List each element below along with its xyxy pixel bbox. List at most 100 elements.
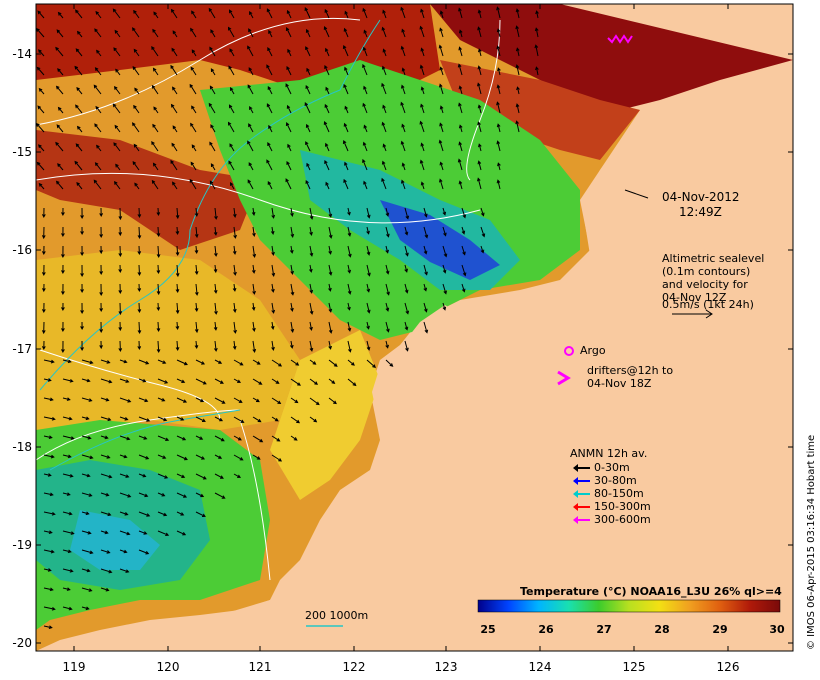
velocity-arrow: [114, 29, 121, 38]
velocity-arrow: [305, 141, 311, 152]
velocity-arrow: [157, 492, 166, 497]
velocity-arrow: [232, 207, 237, 218]
date-pointer-line: [624, 189, 649, 199]
velocity-arrow: [95, 105, 102, 114]
velocity-arrow: [347, 321, 352, 332]
velocity-arrow: [344, 161, 349, 171]
velocity-arrow: [362, 46, 368, 57]
velocity-arrow: [80, 283, 84, 294]
velocity-arrow: [228, 9, 235, 19]
velocity-arrow: [347, 340, 352, 353]
velocity-arrow: [43, 454, 55, 459]
velocity-arrow: [232, 340, 237, 350]
velocity-arrow: [342, 44, 349, 57]
velocity-arrow: [248, 67, 254, 76]
velocity-arrow: [195, 454, 206, 460]
velocity-arrow: [439, 83, 444, 95]
velocity-arrow: [423, 245, 428, 255]
velocity-arrow: [99, 340, 103, 350]
velocity-arrow: [43, 359, 55, 364]
velocity-arrow: [457, 158, 463, 171]
velocity-arrow: [248, 28, 254, 38]
velocity-arrow: [194, 340, 199, 350]
velocity-arrow: [195, 378, 207, 385]
velocity-arrow: [419, 64, 425, 76]
velocity-arrow: [271, 283, 275, 293]
velocity-arrow: [286, 9, 292, 19]
velocity-arrow: [55, 46, 64, 57]
velocity-arrow: [249, 11, 254, 19]
velocity-arrow: [309, 302, 314, 315]
velocity-arrow: [214, 397, 226, 404]
velocity-arrow: [57, 11, 64, 19]
velocity-arrow: [214, 416, 224, 422]
velocity-arrow: [305, 179, 311, 190]
velocity-arrow: [137, 207, 142, 219]
velocity-arrow: [457, 63, 463, 76]
velocity-arrow: [61, 264, 65, 275]
velocity-arrow: [195, 397, 205, 403]
velocity-arrow: [328, 302, 333, 313]
altimetry-note: and velocity for: [662, 278, 748, 291]
velocity-arrow: [36, 122, 45, 133]
velocity-arrow: [137, 302, 142, 314]
velocity-arrow: [385, 226, 390, 238]
date-label: 04-Nov-2012: [662, 190, 740, 204]
velocity-arrow: [95, 10, 102, 19]
velocity-arrow: [233, 321, 237, 334]
velocity-arrow: [347, 359, 355, 366]
velocity-arrow: [81, 587, 93, 592]
velocity-arrow: [138, 359, 150, 365]
velocity-arrow: [496, 101, 501, 114]
velocity-arrow: [100, 454, 111, 459]
velocity-arrow: [385, 264, 390, 275]
velocity-arrow: [119, 549, 128, 554]
velocity-arrow: [61, 207, 65, 217]
velocity-arrow: [152, 162, 159, 171]
velocity-arrow: [62, 492, 71, 496]
velocity-arrow: [366, 359, 376, 369]
velocity-arrow: [305, 84, 311, 95]
velocity-arrow: [229, 86, 235, 95]
velocity-arrow: [305, 123, 311, 133]
velocity-arrow: [400, 45, 406, 57]
velocity-arrow: [176, 359, 188, 366]
velocity-arrow: [323, 121, 330, 133]
velocity-arrow: [43, 606, 56, 611]
velocity-arrow: [81, 530, 92, 535]
velocity-arrow: [214, 207, 218, 220]
velocity-arrow: [267, 180, 273, 190]
velocity-arrow: [344, 105, 349, 114]
velocity-arrow: [309, 378, 319, 385]
velocity-arrow: [94, 67, 102, 76]
velocity-arrow: [209, 85, 216, 95]
left-arrow-icon: [573, 502, 590, 511]
velocity-arrow: [233, 416, 245, 423]
velocity-arrow: [404, 264, 408, 273]
velocity-arrow: [366, 283, 371, 293]
velocity-arrow: [36, 161, 45, 171]
velocity-arrow: [100, 397, 110, 402]
velocity-arrow: [252, 397, 260, 403]
lat-tick: -18: [12, 440, 32, 454]
velocity-arrow: [534, 27, 539, 38]
velocity-arrow: [175, 321, 180, 331]
velocity-arrow: [119, 473, 130, 478]
velocity-arrow: [381, 177, 387, 190]
velocity-arrow: [290, 435, 298, 441]
velocity-arrow: [119, 416, 129, 421]
velocity-arrow: [131, 27, 140, 38]
axis-ticks: [36, 4, 793, 651]
velocity-arrow: [43, 511, 56, 516]
velocity-arrow: [137, 340, 142, 351]
velocity-arrow: [362, 63, 368, 76]
velocity-arrow: [37, 144, 45, 152]
velocity-arrow: [461, 245, 466, 256]
velocity-arrow: [61, 321, 65, 333]
velocity-arrow: [157, 530, 170, 536]
velocity-arrow: [477, 177, 482, 190]
velocity-arrow: [404, 321, 409, 331]
colorbar-tick: 28: [654, 623, 670, 636]
velocity-arrow: [156, 264, 161, 275]
velocity-arrow: [81, 606, 90, 611]
